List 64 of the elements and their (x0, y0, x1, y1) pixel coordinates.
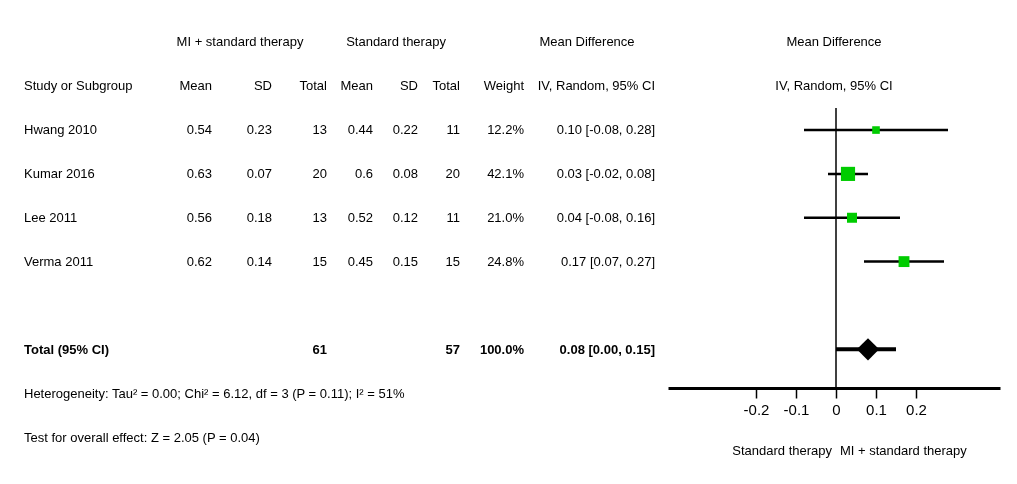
category-label: Mean (179, 78, 212, 93)
chart-title: Mean Difference (786, 34, 882, 50)
x-tick-label: 0.1 (866, 400, 887, 418)
text: 0.14 (246, 254, 272, 269)
text: 0.56 (186, 210, 212, 225)
category-label: Study or Subgroup (24, 78, 133, 93)
text: 11 (446, 210, 460, 225)
category-label: Kumar 2016 (24, 166, 95, 181)
category-label: Total (299, 78, 328, 93)
text: 12.2% (487, 122, 524, 137)
text: 61 (312, 342, 327, 357)
text: 42.1% (487, 166, 524, 181)
text: Mean Difference (539, 34, 635, 49)
category-label: IV, Random, 95% CI (537, 78, 655, 93)
category-label: SD (253, 78, 272, 93)
text: 13 (312, 210, 327, 225)
text: 0.45 (347, 254, 373, 269)
text: 0.08 [0.00, 0.15] (559, 342, 655, 357)
text: 15 (445, 254, 460, 269)
text: 100.0% (479, 342, 524, 357)
text: 57 (445, 342, 460, 357)
x-tick-label: 0.2 (906, 400, 927, 418)
text: 0.22 (392, 122, 418, 137)
category-label: Weight (483, 78, 525, 93)
text: 0.44 (347, 122, 373, 137)
text: Standard therapy (346, 34, 447, 49)
text: 0.54 (186, 122, 212, 137)
text: 15 (312, 254, 327, 269)
text: 20 (312, 166, 327, 181)
x-tick-label: 0 (832, 400, 841, 418)
text: 11 (446, 122, 460, 137)
text: 0.04 [-0.08, 0.16] (556, 210, 655, 225)
text: Test for overall effect: Z = 2.05 (P = 0.04) (24, 430, 260, 445)
text: 0.18 (246, 210, 272, 225)
text: 20 (445, 166, 460, 181)
text: 0.03 [-0.02, 0.08] (556, 166, 655, 181)
text: MI + standard therapy (840, 443, 968, 459)
text: 0.23 (246, 122, 272, 137)
text: 0.15 (392, 254, 418, 269)
category-label: Total (432, 78, 461, 93)
x-tick-label: -0.1 (783, 400, 810, 418)
category-label: Hwang 2010 (24, 122, 97, 137)
category-label: Total (95% CI) (24, 342, 109, 357)
text: 0.52 (347, 210, 373, 225)
text: 0.17 [0.07, 0.27] (561, 254, 655, 269)
text: 0.10 [-0.08, 0.28] (556, 122, 655, 137)
category-label: SD (399, 78, 418, 93)
text: Heterogeneity: Tau² = 0.00; Chi² = 6.12, df = 3 (P = 0.11); I² = 51% (24, 386, 405, 401)
text: 0.62 (186, 254, 212, 269)
text: MI + standard therapy (176, 34, 304, 49)
text: 0.12 (392, 210, 418, 225)
text: 21.0% (487, 210, 524, 225)
text: 0.07 (246, 166, 272, 181)
x-tick-label: -0.2 (743, 400, 770, 418)
text: 24.8% (487, 254, 524, 269)
text: Standard therapy (732, 443, 833, 459)
text: 0.08 (392, 166, 418, 181)
text: 0.6 (354, 166, 373, 181)
category-label: Verma 2011 (24, 254, 94, 269)
chart-subtitle: IV, Random, 95% CI (775, 78, 893, 94)
text: 0.63 (186, 166, 212, 181)
text: 13 (312, 122, 327, 137)
category-label: Mean (340, 78, 373, 93)
category-label: Lee 2011 (24, 210, 78, 225)
